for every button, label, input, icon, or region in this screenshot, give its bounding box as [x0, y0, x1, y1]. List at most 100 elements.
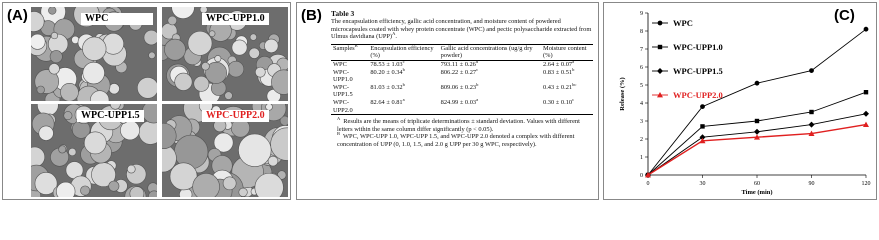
table-cell: WPC-UPP2.0 — [333, 98, 353, 114]
x-tick-label: 0 — [647, 181, 650, 187]
image-label: WPC-UPP1.0 — [202, 13, 269, 25]
table-row: WPC-UPP1.0 80.20 ± 0.34b 806.22 ± 0.27c 0.8… — [331, 66, 593, 84]
y-tick-label: 6 — [640, 65, 643, 71]
particle — [31, 11, 45, 32]
particle — [36, 85, 45, 94]
table-cell: 824.99 ± 0.03a — [440, 96, 479, 106]
table-cell: 0.43 ± 0.21bc — [543, 81, 577, 91]
particle — [82, 36, 107, 61]
particle — [254, 66, 266, 78]
table-cell: 809.06 ± 0.23b — [440, 81, 479, 91]
legend-marker — [657, 92, 663, 98]
particle — [267, 155, 279, 167]
particle — [254, 172, 284, 197]
particle — [249, 33, 257, 41]
table-cell: 0.30 ± 0.10c — [543, 96, 575, 106]
caption-sup: A — [392, 31, 396, 37]
data-point — [809, 68, 814, 73]
header: SamplesB — [333, 42, 358, 52]
image-label: WPC-UPP1.5 — [77, 110, 144, 122]
y-tick-label: 2 — [640, 137, 643, 143]
particle — [56, 181, 76, 197]
legend-marker — [657, 68, 663, 74]
panel-a: (A) WPC WPC-UPP1.0 WPC-UPP1.5 WPC-UPP2.0 — [2, 2, 291, 200]
particle — [48, 63, 60, 75]
particle — [143, 29, 157, 46]
particle — [83, 131, 107, 155]
particle — [148, 190, 157, 197]
table-block: Table 3 The encapsulation efficiency, ga… — [331, 9, 593, 149]
particle — [141, 104, 157, 124]
particle — [187, 30, 213, 56]
y-tick-label: 3 — [640, 119, 643, 125]
panel-label: (A) — [7, 7, 28, 24]
x-tick-label: 60 — [754, 181, 760, 187]
table-cell: 2.64 ± 0.07a — [543, 58, 575, 68]
legend-label: WPC-UPP1.0 — [673, 42, 723, 52]
particle — [222, 176, 237, 191]
x-tick-label: 30 — [700, 181, 706, 187]
x-axis-label: Time (min) — [741, 189, 772, 196]
particle — [34, 172, 58, 195]
table-cell: 82.64 ± 0.81a — [370, 96, 405, 106]
particle — [49, 50, 63, 64]
particle — [164, 38, 186, 61]
particle — [90, 90, 110, 101]
particle — [68, 147, 77, 157]
particle — [264, 38, 279, 54]
data-point — [699, 134, 706, 141]
particle — [193, 75, 210, 92]
particle — [137, 77, 157, 99]
particle — [38, 125, 54, 141]
data-point — [754, 80, 760, 86]
panel-label: (B) — [301, 7, 322, 24]
particle — [205, 61, 227, 84]
y-tick-label: 0 — [640, 173, 643, 179]
table-cell: WPC-UPP1.0 — [333, 68, 353, 84]
particle — [238, 133, 272, 167]
particle — [109, 104, 121, 110]
particle — [127, 164, 136, 174]
data-point — [754, 128, 760, 135]
particle — [167, 15, 178, 26]
y-tick-label: 8 — [640, 29, 643, 35]
sem-image: WPC-UPP1.0 — [162, 7, 288, 101]
particle — [31, 33, 46, 50]
panel-label: (C) — [834, 7, 855, 24]
sem-image: WPC — [31, 7, 157, 101]
y-tick-label: 4 — [640, 101, 643, 107]
x-tick-label: 120 — [862, 181, 871, 187]
particle — [129, 186, 145, 197]
data-point — [808, 130, 815, 136]
data-point — [754, 118, 760, 124]
data-point — [754, 134, 760, 140]
table-cell: 0.83 ± 0.51b — [543, 66, 575, 76]
image-label: WPC — [81, 13, 153, 25]
legend-marker — [657, 20, 663, 26]
particle — [231, 39, 248, 56]
caption-text: The encapsulation efficiency, gallic aci… — [331, 18, 592, 41]
particle — [108, 180, 120, 192]
footnote: A Results are the means of triplicate det… — [337, 116, 580, 133]
particle — [31, 146, 46, 168]
footnotes: A Results are the means of triplicate det… — [331, 116, 593, 148]
data-point — [699, 137, 706, 144]
legend-label: WPC-UPP1.5 — [673, 66, 723, 76]
particle — [148, 51, 156, 60]
table-cell: WPC — [333, 60, 347, 68]
particle — [270, 127, 288, 161]
table-cell: 81.03 ± 0.32b — [370, 81, 405, 91]
table-cell: 80.20 ± 0.34b — [370, 66, 405, 76]
legend-label: WPC — [673, 18, 693, 28]
data-point — [700, 104, 705, 109]
particle — [108, 83, 120, 95]
particle — [171, 7, 195, 19]
particle — [248, 47, 260, 59]
table-cell: 78.53 ± 1.03c — [370, 58, 405, 68]
data-point — [808, 121, 815, 128]
particle — [213, 132, 234, 153]
legend-label: WPC-UPP2.0 — [673, 90, 723, 100]
page: {"panel_a": {"label": "(A)", "images": [… — [0, 0, 879, 202]
particle — [208, 30, 216, 37]
